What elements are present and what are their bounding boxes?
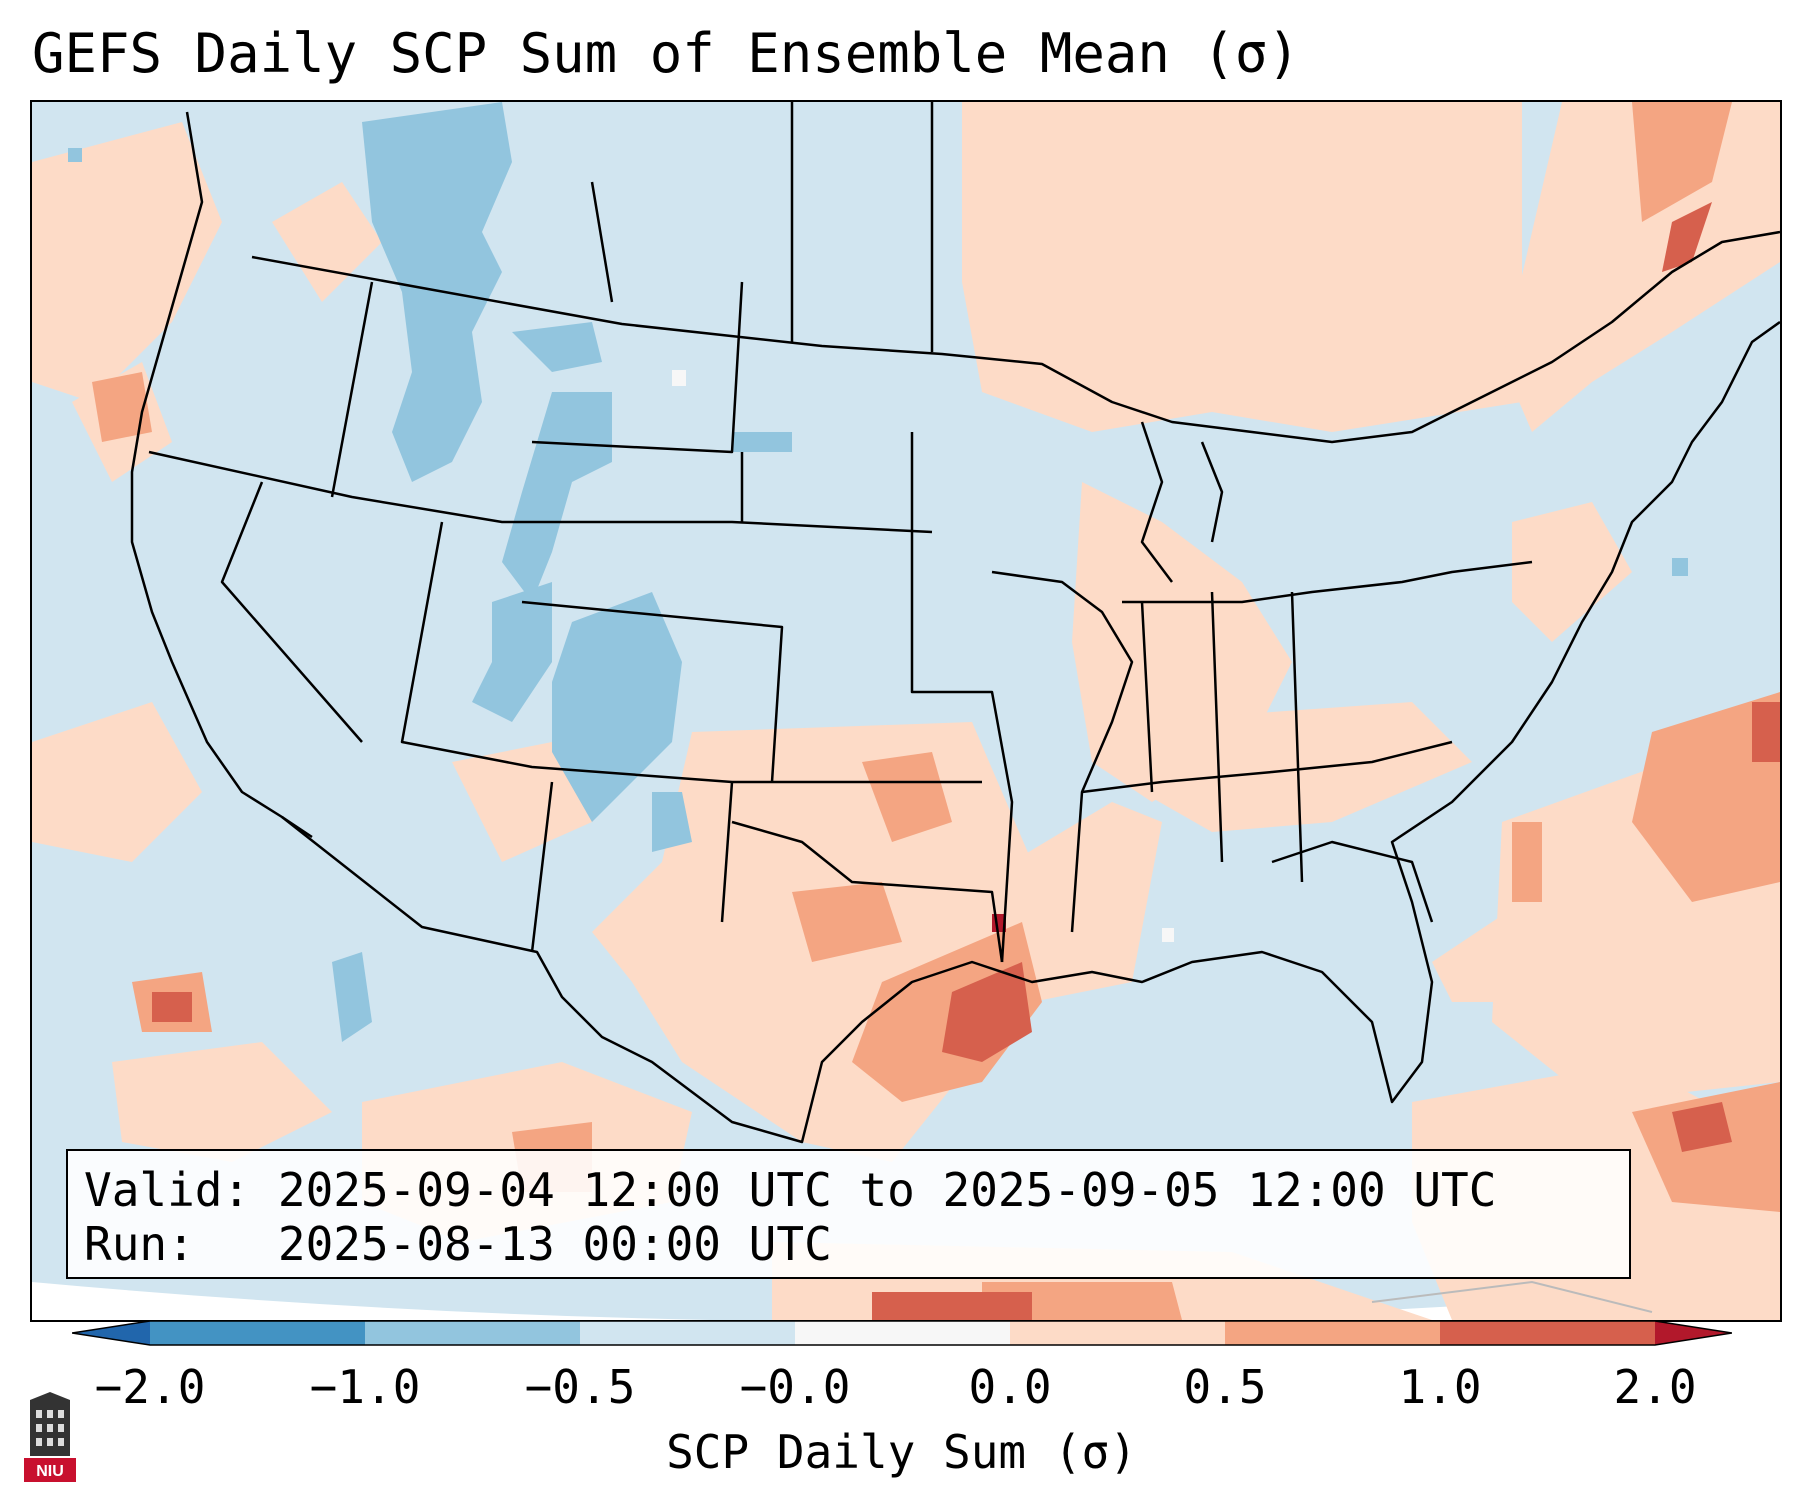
valid-run-info-box: Valid: 2025-09-04 12:00 UTC to 2025-09-0… <box>66 1149 1631 1279</box>
valid-value: 2025-09-04 12:00 UTC to 2025-09-05 12:00… <box>277 1163 1497 1217</box>
state-line-14 <box>1140 591 1304 883</box>
run-row: Run: 2025-08-13 00:00 UTC <box>84 1217 1613 1271</box>
gulf-atlantic-coast <box>281 320 1780 1144</box>
valid-row: Valid: 2025-09-04 12:00 UTC to 2025-09-0… <box>84 1163 1613 1217</box>
colorbar-segment <box>580 1321 795 1345</box>
near-zero-cell <box>1162 928 1174 942</box>
anomaly-positive-light <box>32 102 1780 1320</box>
logo-text: NIU <box>36 1463 64 1480</box>
anomaly-positive-strong <box>152 202 1780 1320</box>
map-panel <box>30 100 1782 1322</box>
cuba-outline <box>1371 1280 1653 1313</box>
state-line-2 <box>220 481 363 743</box>
state-line-5 <box>531 281 744 454</box>
state-line-10 <box>530 781 734 953</box>
chart-title: GEFS Daily SCP Sum of Ensemble Mean (σ) <box>32 22 1300 85</box>
state-line-9 <box>731 820 1004 963</box>
near-zero-cell <box>672 370 686 386</box>
pacific-coast <box>130 111 313 839</box>
state-line-3 <box>400 521 982 784</box>
state-line-6 <box>521 600 784 783</box>
state-line-1 <box>148 450 933 534</box>
state-line-7 <box>590 102 934 352</box>
state-line-12 <box>1081 740 1453 794</box>
boundaries <box>130 102 1780 1144</box>
colorbar-tick: 2.0 <box>1613 1360 1697 1414</box>
great-lakes <box>1140 421 1224 583</box>
colorbar-tick: 1.0 <box>1398 1360 1482 1414</box>
colorbar-segment <box>1440 1321 1655 1345</box>
colorbar-segment <box>1010 1321 1225 1345</box>
colorbar-outline <box>72 1320 1732 1346</box>
niu-logo: NIU <box>24 1392 76 1482</box>
colorbar-tick: −0.5 <box>524 1360 636 1414</box>
state-line-13 <box>1122 560 1533 604</box>
colorbar-segment <box>365 1321 580 1345</box>
colorbar <box>72 1320 1732 1346</box>
colorbar-extend-low <box>72 1321 150 1345</box>
colorbar-tick: 0.5 <box>1183 1360 1267 1414</box>
colorbar-tick: −1.0 <box>309 1360 421 1414</box>
colorbar-label: SCP Daily Sum (σ) <box>666 1425 1137 1479</box>
valid-label: Valid: <box>84 1163 251 1217</box>
colorbar-tick: 0.0 <box>968 1360 1052 1414</box>
state-line-15 <box>1271 840 1434 923</box>
run-value: 2025-08-13 00:00 UTC <box>277 1217 832 1271</box>
colorbar-segment <box>150 1321 365 1345</box>
colorbar-segment <box>1225 1321 1440 1345</box>
colorbar-tick: −0.0 <box>739 1360 851 1414</box>
colorbar-segment <box>795 1321 1010 1345</box>
map-canvas <box>32 102 1780 1320</box>
colorbar-extend-high <box>1655 1321 1732 1345</box>
state-line-4 <box>330 281 374 498</box>
run-label: Run: <box>84 1217 195 1271</box>
state-line-8 <box>740 432 1014 963</box>
colorbar-tick: −2.0 <box>94 1360 206 1414</box>
us-canada-border <box>251 230 1780 444</box>
